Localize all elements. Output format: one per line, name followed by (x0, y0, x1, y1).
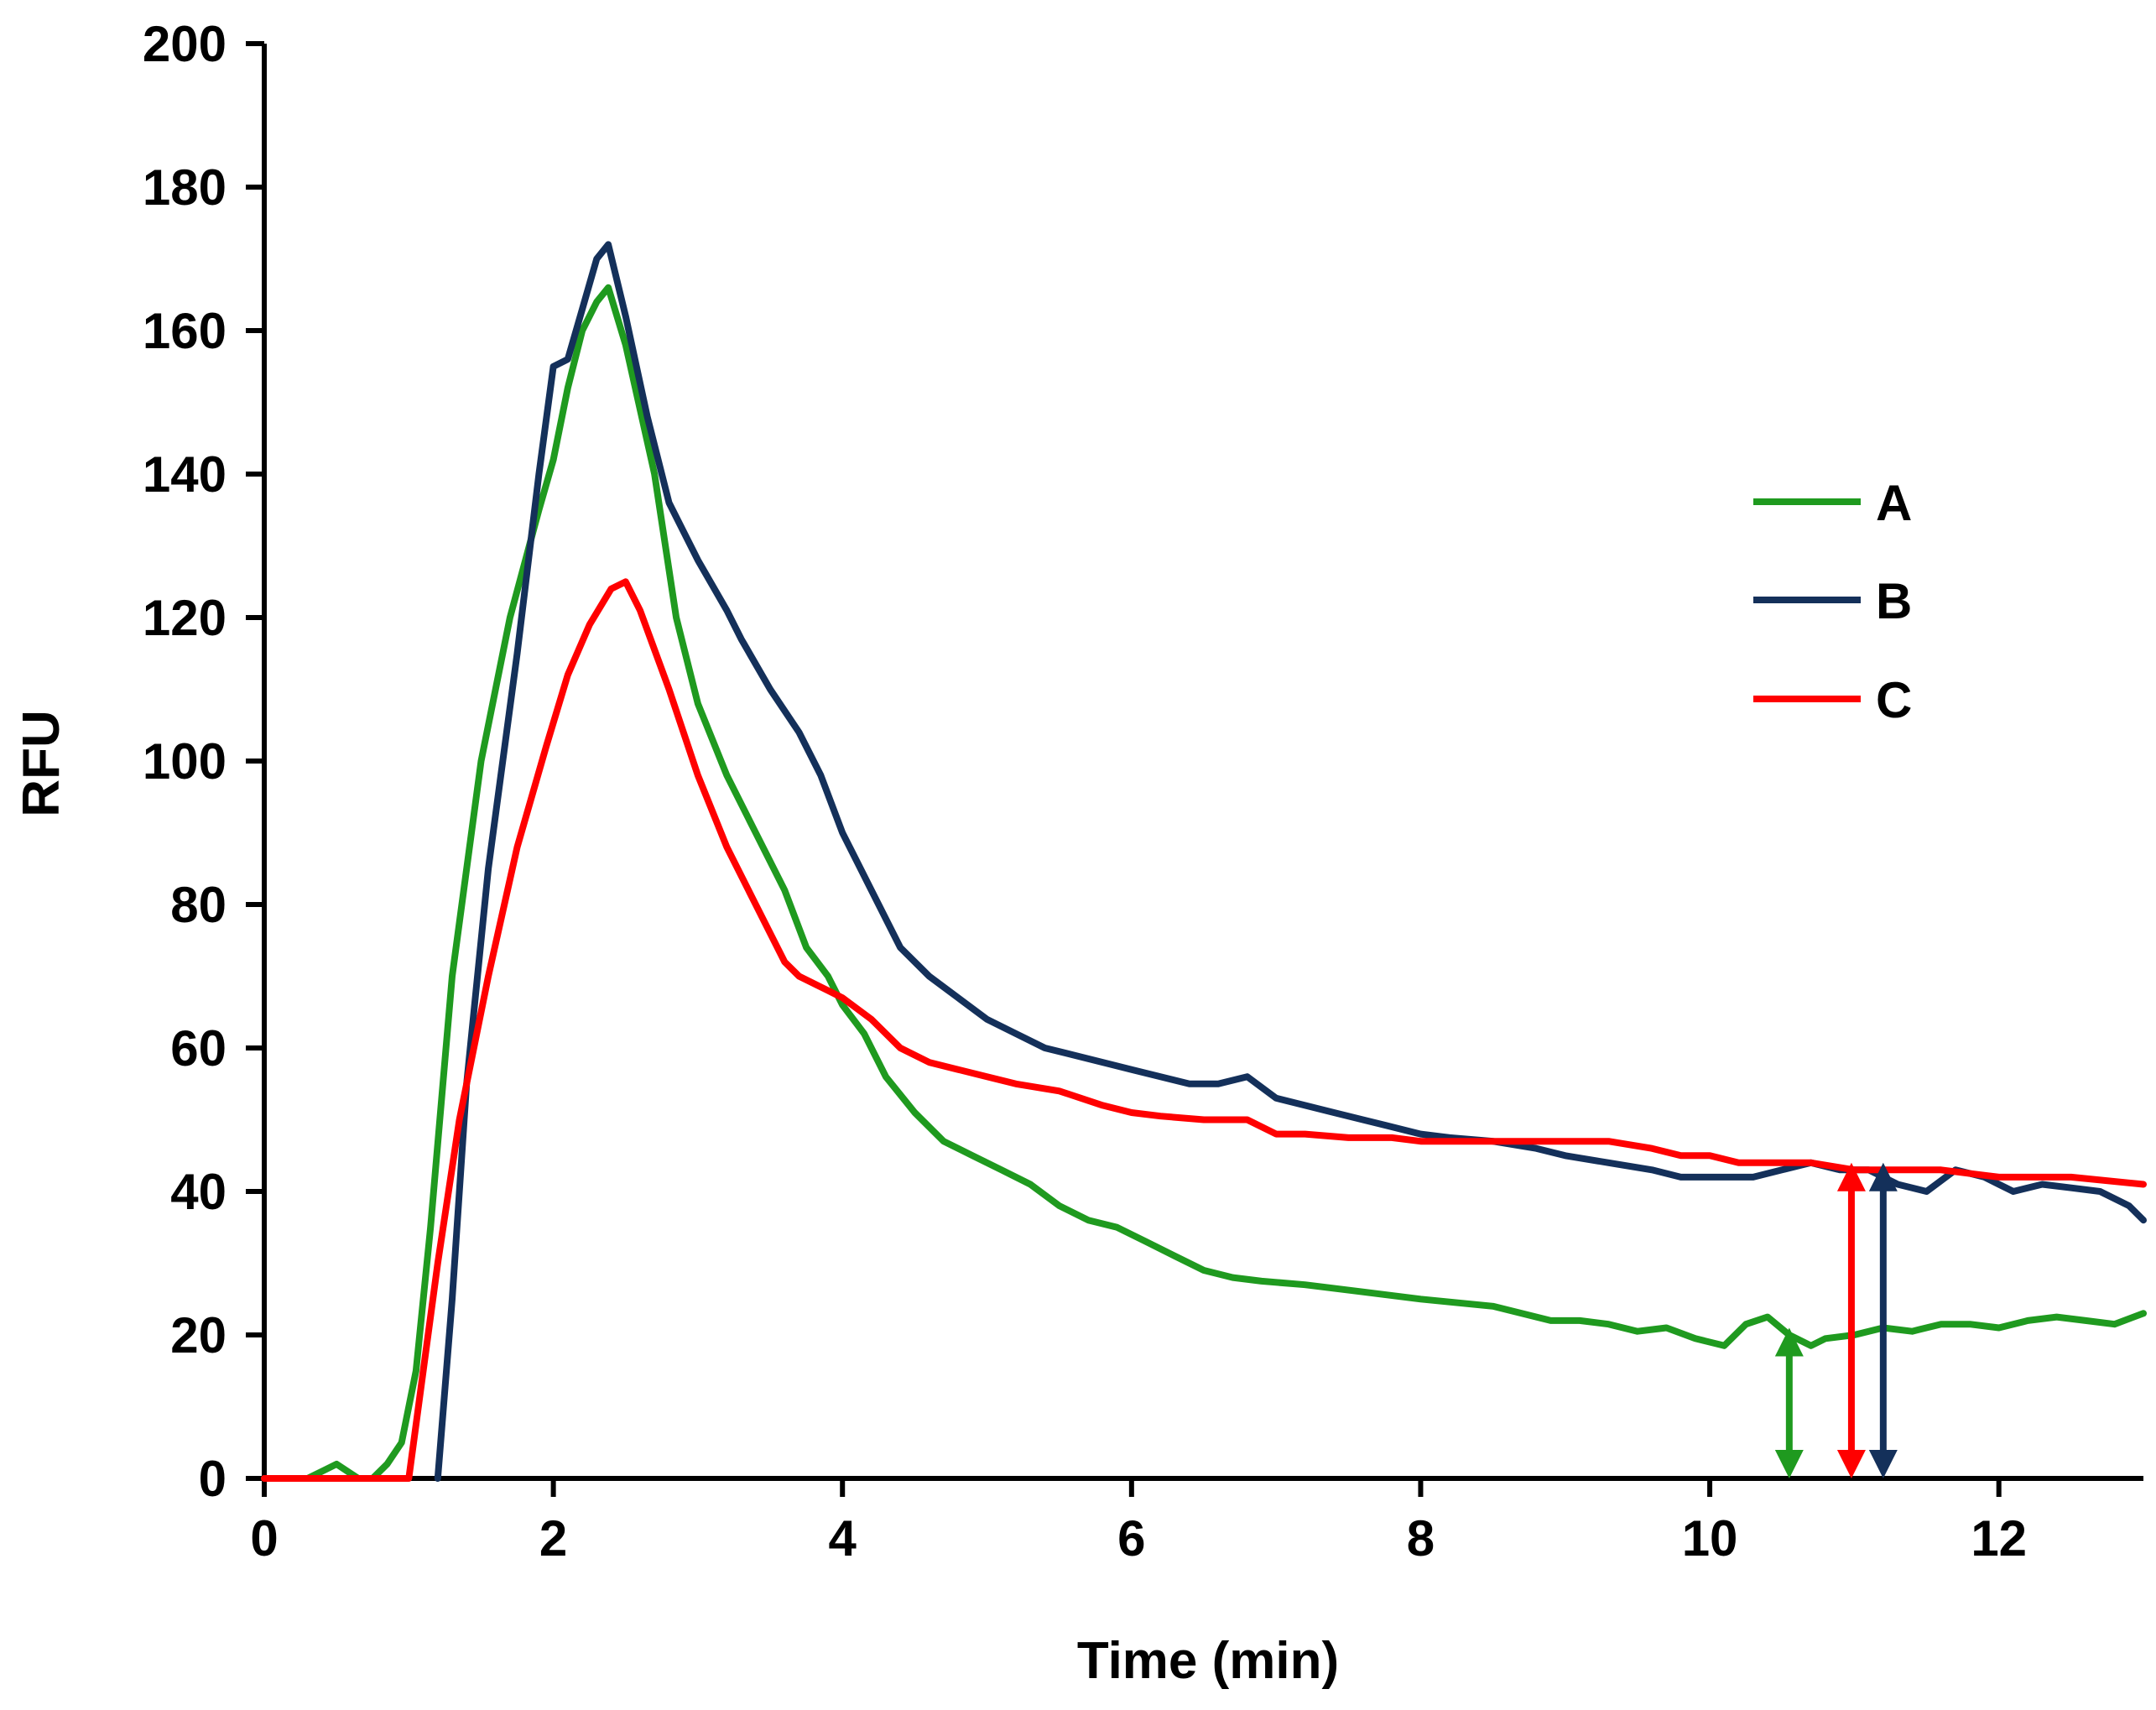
x-tick-label: 4 (829, 1510, 857, 1567)
arrow-head-down (1774, 1450, 1804, 1478)
y-tick-label: 80 (170, 877, 227, 933)
y-tick-label: 160 (143, 303, 227, 359)
arrow-head-down (1836, 1450, 1866, 1478)
axes-layer: 0 20 40 60 80 100 120 140 160 180 200 0 2 4 6 8 10 12 (143, 16, 2143, 1567)
series-line-b (434, 241, 2147, 1482)
x-tick-label: 6 (1117, 1510, 1145, 1567)
double-arrow-c (1836, 1162, 1866, 1478)
y-tick-label: 120 (143, 590, 227, 646)
y-axis-title: RFU (13, 710, 70, 816)
legend-label-a: A (1876, 475, 1912, 531)
y-tick-label: 60 (170, 1020, 227, 1077)
double-arrow-b (1868, 1162, 1898, 1478)
series-line-a (261, 284, 2147, 1482)
x-tick-label: 2 (539, 1510, 567, 1567)
double-arrow-a (1774, 1327, 1804, 1478)
legend: ABC (1753, 475, 1912, 728)
y-tick-label: 140 (143, 446, 227, 503)
arrow-head-up (1836, 1162, 1866, 1191)
arrow-head-up (1868, 1162, 1898, 1191)
series-line-c (261, 578, 2147, 1482)
x-tick-label: 10 (1682, 1510, 1738, 1567)
y-tick-label: 180 (143, 159, 227, 216)
y-tick-label: 0 (199, 1451, 227, 1507)
x-tick-label: 0 (250, 1510, 278, 1567)
legend-label-b: B (1876, 573, 1912, 629)
y-tick-label: 200 (143, 16, 227, 72)
y-tick-label: 40 (170, 1164, 227, 1220)
x-tick-label: 8 (1407, 1510, 1435, 1567)
y-tick-label: 20 (170, 1307, 227, 1363)
arrow-head-down (1868, 1450, 1898, 1478)
x-tick-label: 12 (1971, 1510, 2027, 1567)
x-axis-title: Time (min) (1077, 1632, 1339, 1690)
series-layer (261, 241, 2147, 1482)
y-tick-label: 100 (143, 733, 227, 790)
arrow-head-up (1774, 1327, 1804, 1357)
legend-label-c: C (1876, 672, 1912, 728)
annotations-layer (1774, 1162, 1898, 1478)
